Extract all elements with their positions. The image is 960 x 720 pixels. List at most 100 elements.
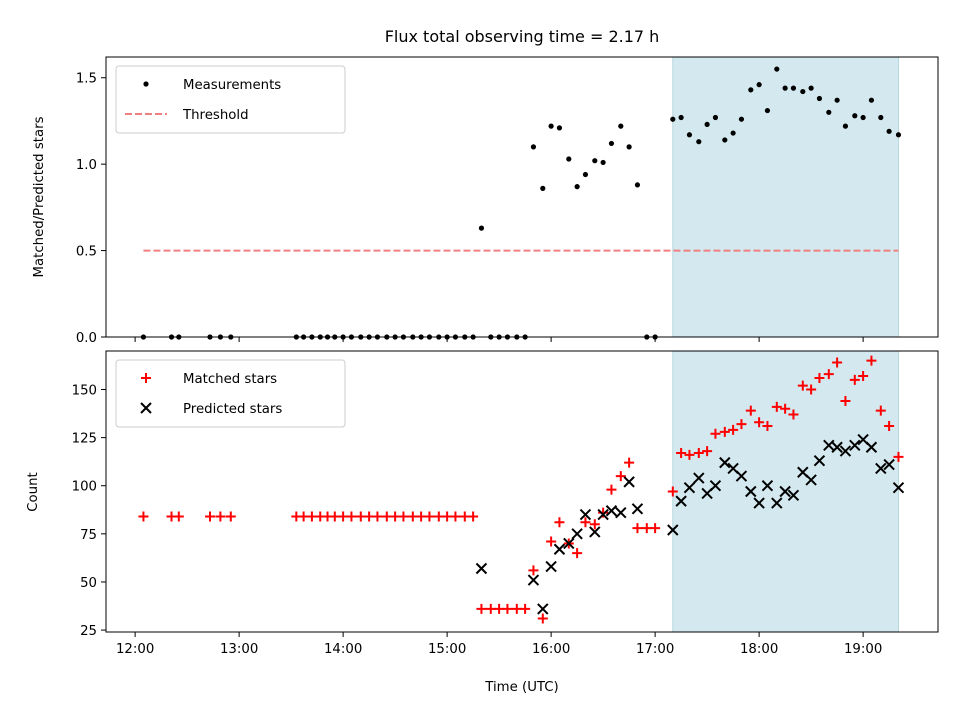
measurement-point (808, 85, 814, 91)
predicted-star-point (735, 470, 748, 482)
matched-star-point (693, 448, 704, 459)
matched-star-point (572, 548, 583, 559)
predicted-star-point (545, 560, 557, 573)
bottom-x-tick-label: 17:00 (636, 642, 674, 657)
matched-star-point (736, 419, 747, 430)
matched-star-point (710, 428, 721, 439)
matched-star-point (788, 409, 799, 420)
top-y-tick-label: 0.5 (76, 245, 97, 260)
matched-star-point (398, 511, 409, 522)
matched-star-point (580, 517, 591, 528)
measurement-point (738, 116, 745, 122)
matched-star-point (702, 446, 713, 457)
predicted-star-point (571, 528, 583, 540)
measurement-point (678, 114, 684, 121)
matched-star-point (814, 372, 825, 383)
bottom-legend: Matched stars Predicted stars (115, 359, 346, 428)
bottom-legend-box (115, 359, 346, 428)
matched-star-point (606, 484, 617, 495)
matched-star-point (215, 511, 226, 522)
predicted-star-point (709, 480, 722, 492)
bottom-panel: 25 50 75 100 125 150 12:00 13:00 14:00 15:00 16:00… (72, 350, 939, 657)
bottom-axes-frame (105, 350, 939, 633)
measurement-point (556, 125, 563, 131)
matched-star-point (875, 405, 886, 416)
predicted-star-point (589, 526, 601, 538)
measurement-point (548, 123, 554, 129)
predicted-star-point (875, 462, 887, 475)
bottom-y-tick-label: 100 (72, 480, 97, 495)
matched-star-point (520, 603, 531, 614)
matched-star-point (797, 380, 808, 391)
legend-measurements-marker (143, 81, 149, 87)
matched-star-point (528, 565, 539, 576)
measurement-point (704, 121, 710, 128)
bottom-x-tick-label: 15:00 (428, 642, 466, 657)
measurement-point (600, 159, 606, 166)
matched-star-point (728, 424, 739, 435)
matched-star-point (884, 421, 895, 432)
matched-star-point (346, 511, 357, 522)
top-y-tick-label: 0.0 (76, 331, 97, 346)
predicted-star-point (675, 495, 687, 507)
measurement-point (764, 107, 771, 114)
predicted-star-point (753, 497, 765, 509)
top-axes-frame (105, 56, 939, 338)
matched-star-point (554, 517, 565, 528)
measurement-point (634, 182, 641, 188)
measurement-point (730, 130, 736, 136)
measurement-point (540, 185, 546, 191)
bottom-x-tick-label: 13:00 (220, 642, 258, 657)
measurement-point (686, 132, 693, 138)
predicted-star-point (839, 445, 852, 457)
measurement-point (592, 158, 598, 164)
matched-star-point (424, 511, 435, 522)
matched-star-point (138, 511, 149, 522)
measurement-point (722, 137, 728, 143)
measurement-point (895, 132, 902, 138)
measurement-point (816, 95, 823, 102)
predicted-star-point (771, 497, 783, 509)
matched-star-point (866, 355, 877, 366)
predicted-star-point (475, 562, 488, 575)
matched-star-point (468, 511, 479, 522)
predicted-star-point (537, 603, 549, 615)
predicted-star-point (892, 481, 905, 494)
matched-star-point (372, 511, 383, 522)
measurement-point (748, 87, 754, 93)
matched-star-point (225, 511, 236, 522)
measurement-point (878, 114, 884, 121)
predicted-star-point (745, 485, 757, 498)
matched-star-point (832, 357, 843, 368)
measurement-point (756, 82, 762, 88)
x-axis-label: Time (UTC) (484, 680, 559, 695)
matched-star-point (684, 449, 695, 460)
bottom-y-tick-label: 125 (72, 432, 97, 447)
predicted-star-point (719, 456, 731, 469)
predicted-star-point (813, 454, 826, 467)
measurement-point (774, 66, 780, 72)
predicted-star-point (779, 485, 791, 498)
top-y-axis-label: Matched/Predicted stars (32, 116, 47, 277)
predicted-star-point (865, 441, 878, 453)
matched-star-point (546, 536, 557, 547)
predicted-star-point (553, 543, 566, 555)
top-legend-box (115, 65, 346, 134)
matched-star-point (745, 405, 756, 416)
predicted-star-point (623, 476, 635, 488)
measurement-point (574, 184, 580, 190)
predicted-star-point (527, 574, 540, 586)
top-panel: 0.0 0.5 1.0 1.5 Measurements Threshold (76, 56, 939, 346)
matched-star-point (537, 613, 548, 624)
predicted-star-point (761, 480, 774, 492)
bottom-y-tick-label: 75 (80, 528, 97, 543)
matched-star-point (450, 511, 461, 522)
top-legend: Measurements Threshold (115, 65, 346, 134)
matched-star-point (502, 603, 513, 614)
predicted-star-point (823, 439, 835, 452)
predicted-star-point (615, 506, 627, 519)
matched-star-point (205, 511, 215, 522)
legend-label: Matched stars (183, 372, 277, 387)
measurement-point (886, 128, 892, 134)
